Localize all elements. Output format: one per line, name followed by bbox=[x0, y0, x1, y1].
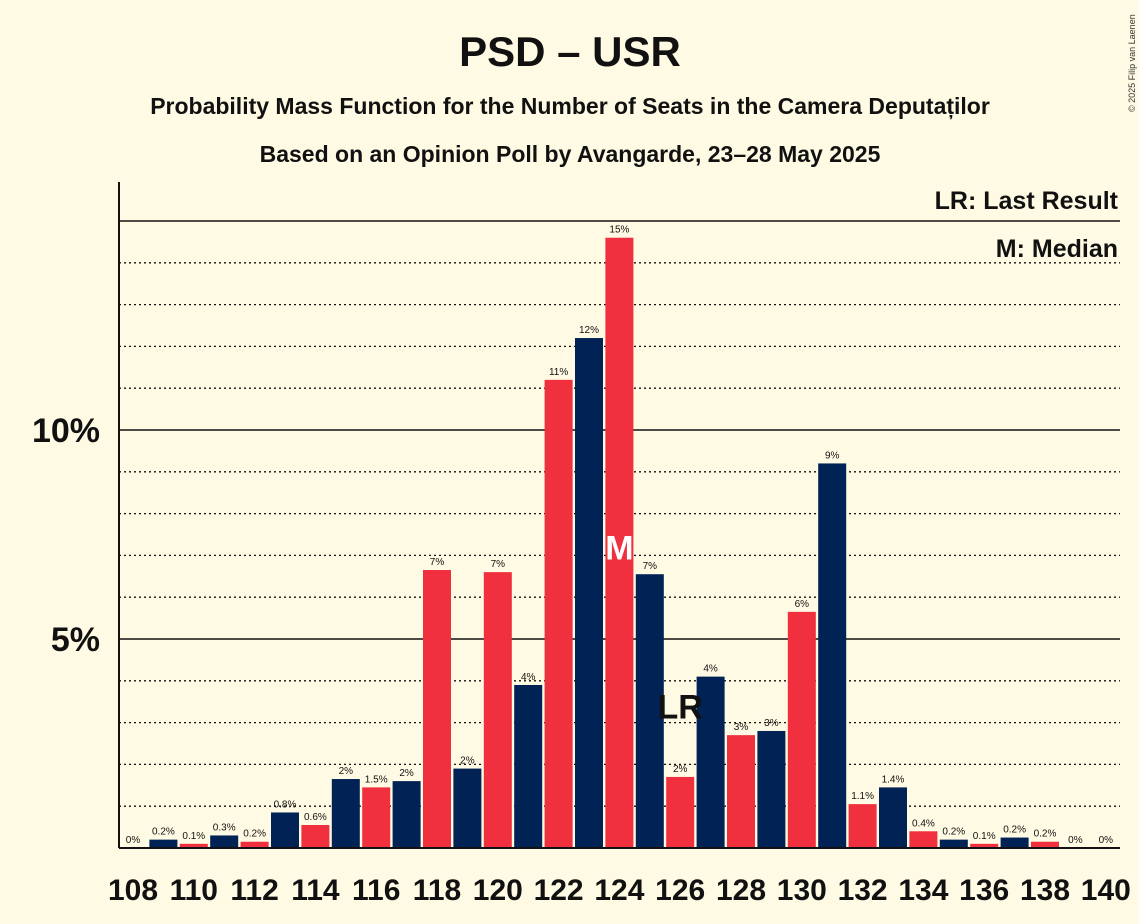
data-label-114: 0.6% bbox=[304, 812, 327, 823]
data-label-127: 4% bbox=[703, 664, 718, 675]
x-tick-110: 110 bbox=[170, 874, 218, 907]
bar-132 bbox=[848, 804, 877, 848]
bar-120 bbox=[483, 572, 512, 848]
bar-116 bbox=[362, 787, 391, 848]
x-tick-130: 130 bbox=[777, 874, 827, 907]
y-tick-10: 10% bbox=[32, 412, 100, 450]
bar-110 bbox=[179, 843, 208, 848]
y-tick-5: 5% bbox=[51, 621, 100, 659]
data-label-108: 0% bbox=[126, 835, 141, 846]
legend-last-result: LR: Last Result bbox=[935, 187, 1119, 215]
bar-123 bbox=[575, 338, 603, 848]
data-label-112: 0.2% bbox=[243, 829, 266, 840]
x-tick-134: 134 bbox=[898, 874, 948, 907]
data-label-116: 1.5% bbox=[365, 774, 388, 785]
data-label-126: 2% bbox=[673, 764, 688, 775]
bar-130 bbox=[787, 611, 816, 848]
data-label-124: 15% bbox=[609, 225, 629, 236]
x-tick-122: 122 bbox=[534, 874, 584, 907]
x-tick-124: 124 bbox=[594, 874, 644, 907]
data-label-130: 6% bbox=[795, 599, 810, 610]
bar-125 bbox=[635, 574, 664, 848]
x-tick-118: 118 bbox=[413, 874, 461, 907]
data-label-139: 0% bbox=[1068, 835, 1083, 846]
y-axis-ticks: 5% 10% bbox=[32, 412, 100, 659]
data-label-119: 2% bbox=[460, 756, 475, 767]
copyright-notice: © 2025 Filip van Laenen bbox=[1127, 14, 1137, 112]
bar-135 bbox=[939, 839, 968, 848]
bar-117 bbox=[392, 781, 421, 848]
data-label-133: 1.4% bbox=[882, 774, 905, 785]
bar-124 bbox=[605, 237, 634, 849]
data-label-135: 0.2% bbox=[942, 827, 965, 838]
x-tick-126: 126 bbox=[655, 874, 705, 907]
bar-127 bbox=[696, 676, 725, 848]
markers: M LR bbox=[605, 530, 703, 727]
bar-115 bbox=[331, 779, 360, 848]
x-tick-140: 140 bbox=[1081, 874, 1131, 907]
data-label-128: 3% bbox=[734, 722, 749, 733]
bar-109 bbox=[149, 839, 178, 848]
x-tick-116: 116 bbox=[352, 874, 400, 907]
last-result-marker: LR bbox=[658, 688, 703, 726]
legend-median: M: Median bbox=[996, 235, 1118, 263]
data-label-111: 0.3% bbox=[213, 822, 236, 833]
bar-111 bbox=[210, 835, 239, 848]
x-tick-128: 128 bbox=[716, 874, 766, 907]
x-tick-108: 108 bbox=[108, 874, 158, 907]
data-label-110: 0.1% bbox=[182, 831, 205, 842]
bar-128 bbox=[727, 735, 755, 848]
data-labels: 0% 0.2% 0.1% 0.3% 0.2% 0.8% 0.6% 2% 1.5% 2% 7% 2% 7%… bbox=[126, 225, 1113, 846]
bar-113 bbox=[271, 812, 299, 848]
data-label-129: 3% bbox=[764, 718, 779, 729]
data-label-113: 0.8% bbox=[274, 799, 297, 810]
bar-134 bbox=[909, 831, 938, 848]
bar-126 bbox=[666, 776, 695, 848]
x-axis-ticks: 108 110 112 114 116 118 120 122 124 126 128 130 132 1… bbox=[108, 874, 1131, 907]
data-label-140: 0% bbox=[1099, 835, 1114, 846]
data-label-117: 2% bbox=[399, 768, 414, 779]
data-label-122: 11% bbox=[549, 367, 568, 378]
data-label-137: 0.2% bbox=[1003, 825, 1026, 836]
data-label-118: 7% bbox=[430, 557, 445, 568]
bar-119 bbox=[453, 768, 482, 848]
data-label-115: 2% bbox=[339, 766, 354, 777]
data-label-138: 0.2% bbox=[1034, 829, 1057, 840]
data-label-123: 12% bbox=[579, 325, 599, 336]
bar-137 bbox=[1000, 837, 1029, 848]
bar-138 bbox=[1031, 841, 1059, 848]
bar-121 bbox=[514, 684, 543, 848]
x-tick-132: 132 bbox=[838, 874, 888, 907]
data-label-131: 9% bbox=[825, 450, 840, 461]
bars bbox=[149, 237, 1059, 849]
chart-title: PSD – USR bbox=[459, 28, 681, 75]
bar-129 bbox=[757, 730, 786, 848]
chart-source: Based on an Opinion Poll by Avangarde, 2… bbox=[260, 141, 881, 167]
data-label-125: 7% bbox=[643, 561, 658, 572]
bar-112 bbox=[240, 841, 269, 848]
chart-subtitle: Probability Mass Function for the Number… bbox=[150, 93, 990, 120]
data-label-109: 0.2% bbox=[152, 827, 175, 838]
data-label-121: 4% bbox=[521, 672, 536, 683]
median-marker: M bbox=[605, 530, 633, 568]
bar-118 bbox=[423, 570, 451, 848]
data-label-136: 0.1% bbox=[973, 831, 996, 842]
bar-131 bbox=[818, 463, 847, 848]
bar-133 bbox=[879, 787, 907, 848]
x-tick-112: 112 bbox=[230, 874, 278, 907]
bar-136 bbox=[970, 843, 999, 848]
x-tick-120: 120 bbox=[473, 874, 523, 907]
x-tick-114: 114 bbox=[291, 874, 340, 907]
x-tick-138: 138 bbox=[1020, 874, 1070, 907]
bar-122 bbox=[544, 379, 573, 848]
data-label-132: 1.1% bbox=[851, 791, 874, 802]
data-label-134: 0.4% bbox=[912, 818, 935, 829]
data-label-120: 7% bbox=[491, 559, 506, 570]
x-tick-136: 136 bbox=[959, 874, 1009, 907]
bar-114 bbox=[301, 825, 330, 848]
